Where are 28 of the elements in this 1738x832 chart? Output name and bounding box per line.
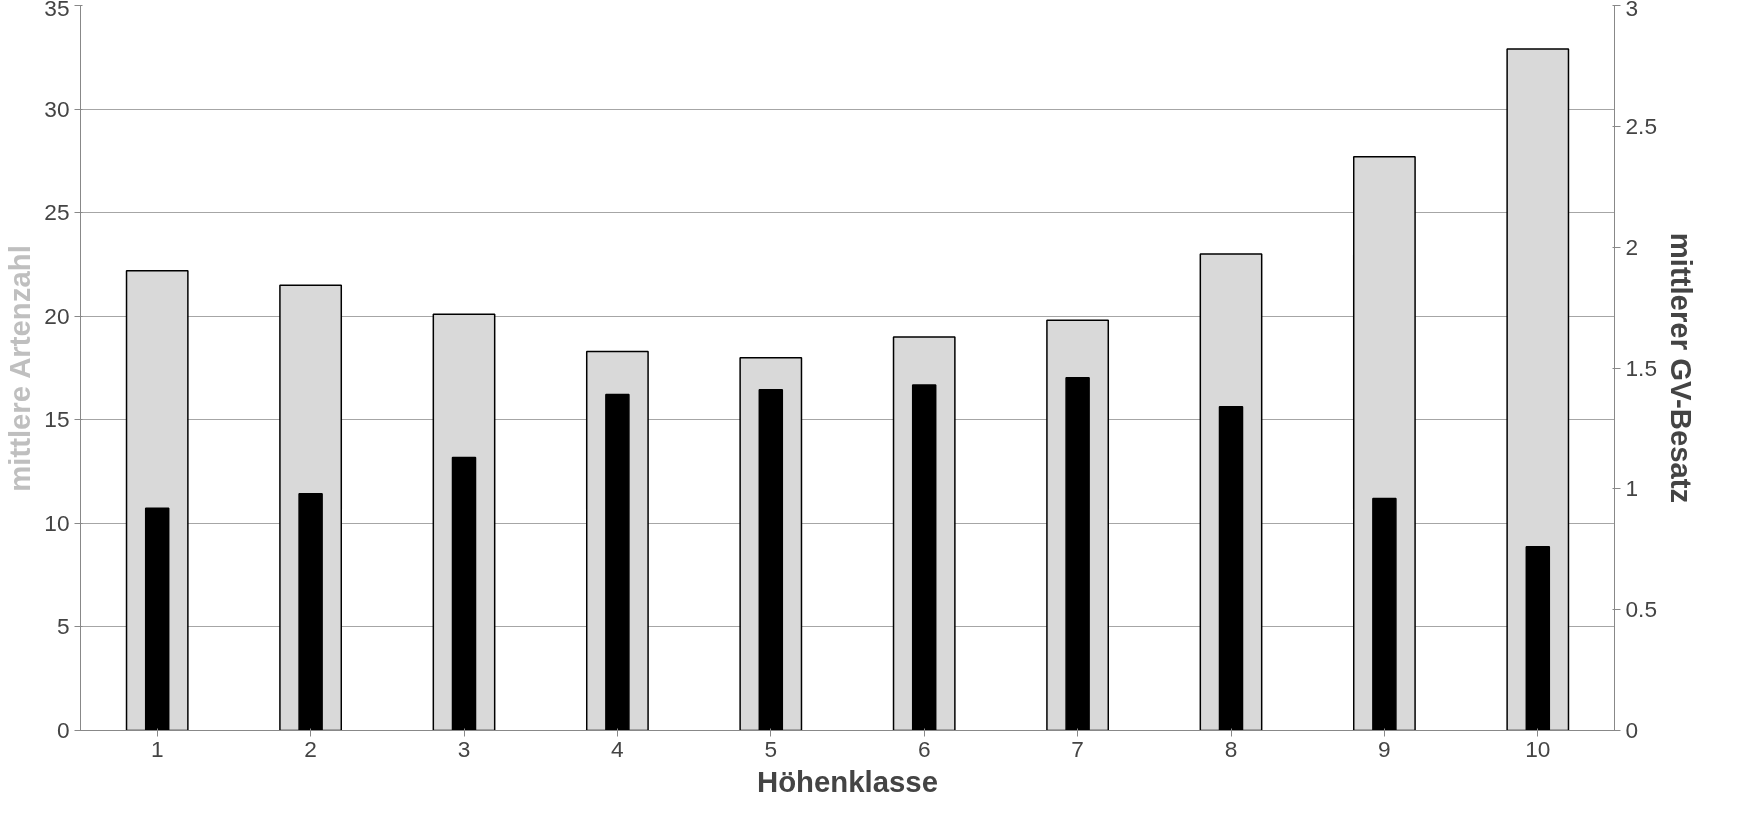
y-tick-label: 10 [44, 509, 70, 536]
y-axis-title: mittlere Artenzahl [3, 245, 37, 492]
x-tick-label: 3 [457, 735, 471, 762]
y2-tick-label: 1.5 [1625, 354, 1657, 381]
y2-tick-label: 2.5 [1625, 112, 1657, 139]
x-axis-title: Höhenklasse [757, 764, 938, 798]
y-tick-label: 15 [44, 406, 70, 433]
y2-tick-label: 2 [1625, 233, 1639, 260]
y-tick-label: 35 [44, 0, 70, 21]
x-tick-label: 8 [1224, 735, 1238, 762]
y2-tick-label: 3 [1625, 0, 1639, 21]
y2-axis-title: mittlerer GV-Besatz [1665, 232, 1698, 504]
y2-tick-label: 0.5 [1625, 596, 1657, 623]
y-tick-label: 25 [44, 199, 70, 226]
y-tick-label: 30 [44, 95, 70, 122]
y-tick-label: 20 [44, 302, 70, 329]
x-tick-label: 2 [304, 735, 317, 762]
y-tick-label: 5 [56, 613, 70, 640]
x-tick-label: 6 [917, 735, 931, 762]
x-tick-label: 5 [764, 735, 778, 762]
x-tick-label: 10 [1525, 735, 1551, 762]
x-tick-label: 4 [611, 735, 624, 762]
x-tick-label: 1 [150, 735, 164, 762]
y-tick-label: 0 [56, 717, 70, 743]
x-tick-label: 7 [1071, 735, 1084, 762]
y2-tick-label: 1 [1625, 475, 1639, 502]
y2-tick-label: 0 [1625, 717, 1639, 743]
x-tick-label: 9 [1378, 735, 1391, 762]
